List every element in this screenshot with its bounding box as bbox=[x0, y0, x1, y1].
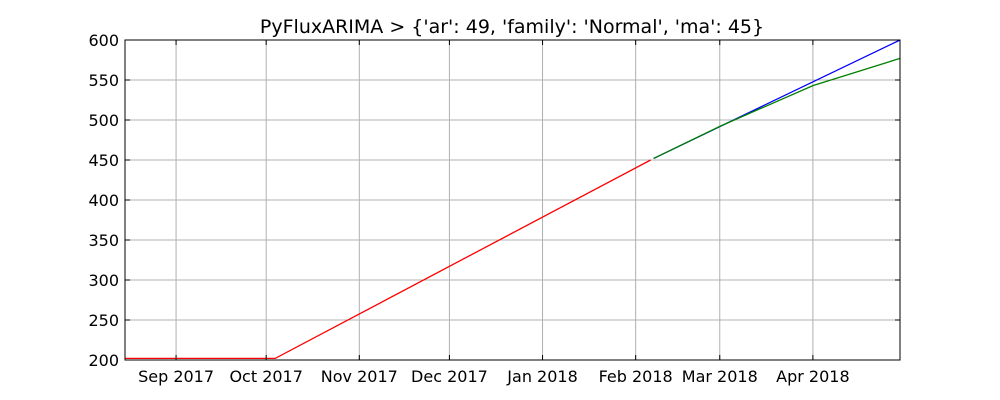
y-tick-label: 550 bbox=[88, 71, 119, 90]
y-tick-label: 400 bbox=[88, 191, 119, 210]
x-tick-label: Dec 2017 bbox=[411, 367, 488, 386]
x-tick-label: Sep 2017 bbox=[138, 367, 214, 386]
grid-layer bbox=[125, 40, 900, 360]
x-tick-label: Feb 2018 bbox=[599, 367, 673, 386]
x-tick-label: Apr 2018 bbox=[776, 367, 849, 386]
y-tick-label: 600 bbox=[88, 31, 119, 50]
chart-title: PyFluxARIMA > {'ar': 49, 'family': 'Norm… bbox=[260, 16, 764, 38]
x-tick-label: Jan 2018 bbox=[506, 367, 577, 386]
x-tick-label: Nov 2017 bbox=[321, 367, 398, 386]
series-layer bbox=[125, 39, 901, 360]
x-tick-label: Oct 2017 bbox=[229, 367, 302, 386]
y-tick-label: 200 bbox=[88, 351, 119, 370]
x-tick-label: Mar 2018 bbox=[682, 367, 758, 386]
y-tick-label: 250 bbox=[88, 311, 119, 330]
ticks-layer: Sep 2017 Oct 2017 Nov 2017 Dec 2017 Jan 2018… bbox=[88, 31, 900, 386]
y-tick-label: 450 bbox=[88, 151, 119, 170]
series-line-2 bbox=[653, 57, 901, 159]
y-tick-label: 350 bbox=[88, 231, 119, 250]
series-line-0 bbox=[125, 159, 652, 360]
y-tick-label: 300 bbox=[88, 271, 119, 290]
y-tick-label: 500 bbox=[88, 111, 119, 130]
